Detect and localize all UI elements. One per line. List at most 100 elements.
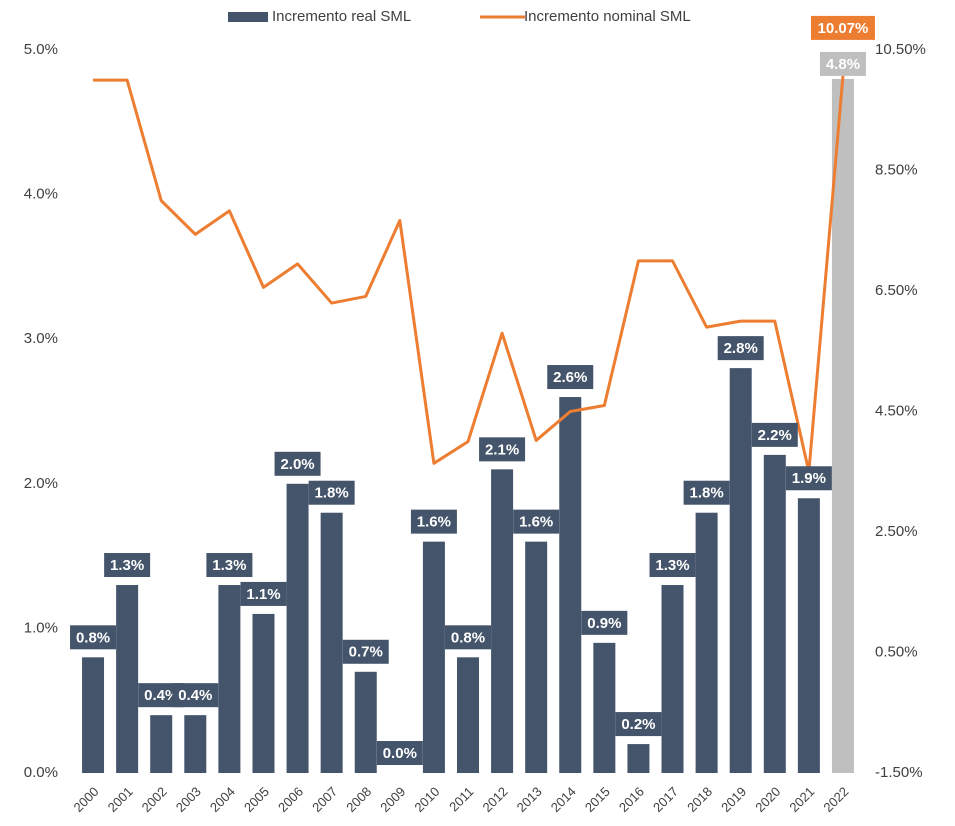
bar: [184, 715, 207, 773]
data-label: 0.8%: [70, 625, 117, 650]
y2-tick-label: 6.50%: [875, 282, 918, 299]
data-label-box: [479, 437, 526, 462]
y2-tick-label: 8.50%: [875, 161, 918, 178]
data-label: 1.8%: [683, 480, 730, 505]
y2-tick-label: -1.50%: [875, 764, 923, 781]
data-label-text: 2.1%: [485, 441, 519, 458]
y-tick-label: 5.0%: [24, 41, 58, 58]
x-tick-label: 2008: [343, 784, 374, 815]
bar: [593, 642, 616, 773]
bar: [354, 671, 377, 773]
bar: [763, 454, 786, 773]
y2-tick-label: 0.50%: [875, 643, 918, 660]
x-tick-label: 2017: [650, 784, 681, 815]
data-label-text: 1.3%: [655, 557, 689, 574]
bar: [525, 541, 548, 773]
legend-label: Incremento nominal SML: [524, 8, 691, 25]
x-tick-label: 2006: [275, 784, 306, 815]
bar: [559, 397, 582, 773]
y2-tick-label: 4.50%: [875, 402, 918, 419]
data-label-text: 0.9%: [587, 615, 621, 632]
data-label: 0.0%: [376, 741, 423, 765]
data-label: 2.1%: [479, 437, 526, 462]
x-tick-label: 2011: [446, 784, 476, 814]
x-tick-label: 2010: [411, 784, 442, 815]
y-tick-label: 2.0%: [24, 475, 58, 492]
line: [93, 75, 845, 474]
x-tick-label: 2002: [139, 784, 170, 815]
data-label: 1.3%: [104, 553, 151, 578]
data-label-box: [581, 610, 628, 635]
data-label-box: [410, 509, 457, 534]
data-label-box: [615, 712, 662, 737]
bar: [661, 585, 684, 773]
bar: [695, 512, 718, 773]
data-label-text: 1.8%: [315, 485, 349, 502]
bar: [831, 78, 854, 774]
legend-swatch: [228, 12, 268, 22]
data-label-text: 4.8%: [826, 56, 860, 73]
data-label: 10.07%: [810, 15, 875, 40]
data-label: 0.7%: [342, 639, 389, 664]
x-tick-label: 2018: [684, 784, 715, 815]
data-label: 1.8%: [308, 480, 355, 505]
data-label: 0.2%: [615, 712, 662, 737]
data-label-text: 0.0%: [383, 745, 417, 762]
bar: [252, 613, 275, 773]
data-label-text: 0.2%: [621, 716, 655, 733]
data-label-text: 10.07%: [818, 20, 869, 37]
data-label-box: [376, 741, 423, 765]
data-label-text: 0.8%: [451, 629, 485, 646]
bar: [422, 541, 445, 773]
data-label: 0.9%: [581, 610, 628, 635]
bar: [491, 469, 514, 773]
data-label: 1.3%: [649, 553, 696, 578]
data-label-box: [717, 336, 764, 361]
y2-tick-label: 2.50%: [875, 523, 918, 540]
x-tick-label: 2015: [582, 784, 613, 815]
bar: [627, 744, 650, 773]
data-label-text: 1.1%: [246, 586, 280, 603]
x-tick-label: 2000: [71, 784, 102, 815]
data-label-box: [547, 365, 594, 390]
data-label-text: 1.6%: [417, 514, 451, 531]
data-label-box: [274, 451, 321, 476]
x-tick-label: 2014: [548, 784, 579, 815]
data-label-text: 1.3%: [212, 557, 246, 574]
data-label: 2.0%: [274, 451, 321, 476]
data-label-box: [819, 51, 866, 76]
data-label-box: [649, 553, 696, 578]
data-label: 0.4%: [172, 683, 219, 708]
x-tick-label: 2012: [480, 784, 511, 815]
x-tick-label: 2007: [309, 784, 340, 815]
data-label-text: 2.6%: [553, 369, 587, 386]
data-label: 1.3%: [206, 553, 253, 578]
data-label-box: [513, 509, 560, 534]
y-tick-label: 0.0%: [24, 764, 58, 781]
data-label-text: 1.8%: [690, 485, 724, 502]
data-label-text: 1.6%: [519, 514, 553, 531]
bar: [286, 483, 309, 773]
data-label-box: [206, 553, 253, 578]
y-tick-label: 1.0%: [24, 619, 58, 636]
data-label-text: 2.0%: [280, 456, 314, 473]
data-label-text: 2.2%: [758, 427, 792, 444]
y-tick-label: 4.0%: [24, 186, 58, 203]
x-tick-label: 2001: [105, 784, 136, 815]
bar: [218, 585, 241, 773]
data-label-box: [172, 683, 219, 708]
bar: [457, 657, 479, 773]
x-tick-label: 2009: [377, 784, 408, 815]
data-label-box: [683, 480, 730, 505]
bar: [150, 715, 173, 773]
data-label: 1.1%: [240, 581, 287, 606]
x-tick-label: 2021: [786, 784, 817, 815]
x-tick-label: 2016: [616, 784, 647, 815]
bar: [82, 657, 105, 773]
data-label-text: 0.4%: [144, 687, 178, 704]
data-label: 1.6%: [513, 509, 560, 534]
y-tick-label: 3.0%: [24, 330, 58, 347]
y2-tick-label: 10.50%: [875, 41, 926, 58]
data-label-box: [240, 581, 287, 606]
